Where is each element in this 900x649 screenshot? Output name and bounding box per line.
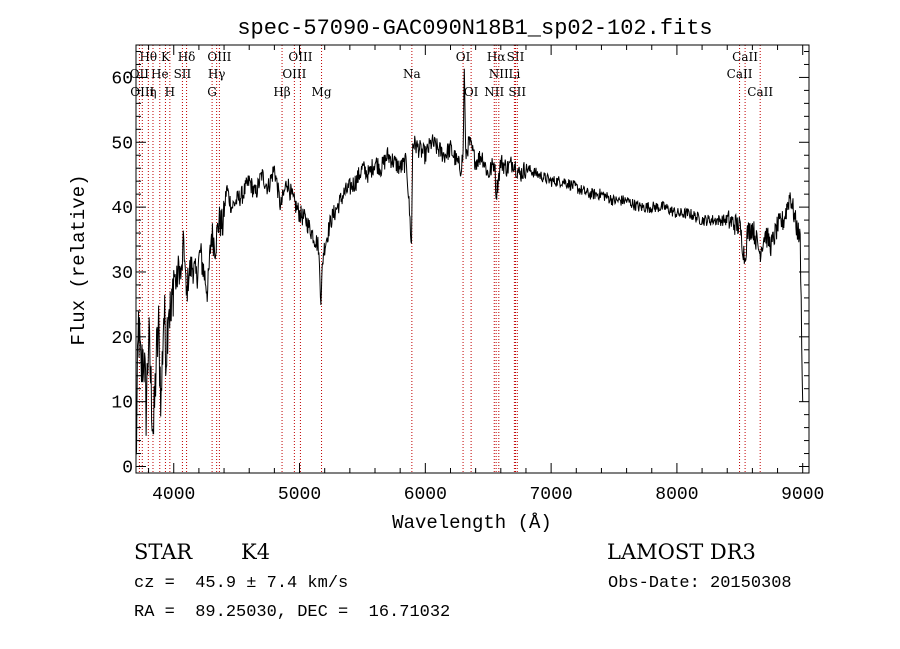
obs-date: Obs-Date: 20150308 (608, 574, 792, 593)
marker-label: SII (174, 67, 192, 81)
marker-label: CaII (727, 67, 753, 81)
marker-label: Na (403, 67, 421, 81)
x-tick-label: 9000 (781, 485, 824, 505)
marker-label: SII (507, 50, 525, 64)
x-tick-label: 7000 (530, 485, 573, 505)
marker-label: OIII (288, 50, 312, 64)
object-class: STAR (134, 540, 193, 564)
marker-label: OI (464, 85, 479, 99)
marker-label: OIII (282, 67, 306, 81)
coordinates: RA = 89.25030, DEC = 16.71032 (134, 603, 451, 622)
marker-label: OIII (207, 50, 231, 64)
marker-label: SII (508, 85, 526, 99)
marker-label: OI (456, 50, 471, 64)
plot-frame (135, 44, 810, 474)
marker-label: G (207, 85, 217, 99)
marker-label: CaII (732, 50, 758, 64)
y-tick-label: 10 (111, 394, 133, 414)
x-axis: 4000 5000 6000 7000 8000 9000 (148, 45, 824, 505)
marker-label: Hβ (273, 85, 290, 99)
y-axis: 0 10 20 30 40 50 60 (111, 50, 809, 479)
marker-label: Mg (312, 85, 332, 99)
chart-title: spec-57090-GAC090N18B1_sp02-102.fits (237, 16, 712, 41)
marker-label: He (151, 67, 169, 81)
x-tick-label: 8000 (655, 485, 698, 505)
y-tick-label: 20 (111, 329, 133, 349)
x-tick-label: 6000 (404, 485, 447, 505)
marker-label: CaII (747, 85, 773, 99)
x-tick-label: 5000 (278, 485, 321, 505)
marker-label: NII (484, 85, 504, 99)
marker-label: NII (489, 67, 509, 81)
marker-label: Hγ (208, 67, 226, 81)
x-tick-label: 4000 (152, 485, 195, 505)
marker-label: H (165, 85, 175, 99)
y-tick-label: 30 (111, 264, 133, 284)
object-subclass: K4 (241, 540, 271, 564)
marker-label: Hδ (178, 50, 196, 64)
y-tick-label: 40 (111, 199, 133, 219)
marker-label: η (149, 85, 156, 99)
y-tick-label: 60 (111, 69, 133, 89)
redshift-text: cz = 45.9 ± 7.4 km/s (134, 574, 349, 593)
flux-series-line (135, 68, 804, 456)
survey-name: LAMOST DR3 (607, 540, 756, 564)
y-axis-label: Flux (relative) (68, 174, 90, 345)
marker-label: Li (508, 67, 520, 81)
y-tick-label: 50 (111, 134, 133, 154)
y-tick-label: 0 (122, 459, 133, 479)
x-axis-label: Wavelength (Å) (392, 512, 552, 534)
marker-label: Hα (487, 50, 506, 64)
marker-label: K (161, 50, 171, 64)
